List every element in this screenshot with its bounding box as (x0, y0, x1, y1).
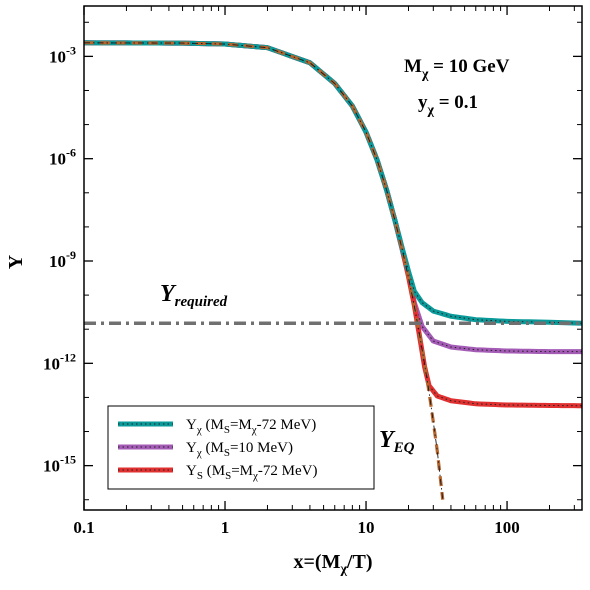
series-eq-overlay (83, 42, 444, 500)
legend-items: Yχ (MS=Mχ-72 MeV)Yχ (MS=10 MeV)YS (MS=Mχ… (118, 417, 317, 482)
legend-main: Y (186, 440, 197, 456)
y-tick-exp: -12 (60, 350, 76, 364)
y-axis-label: Y (5, 254, 27, 269)
y-tick-label: 10-15 (43, 453, 76, 476)
legend-sub: S (224, 447, 230, 459)
legend-sub: S (197, 470, 203, 482)
y-tick-base: 10 (49, 47, 66, 66)
y-tick-base: 10 (43, 457, 60, 476)
y-required-sub: required (175, 294, 228, 310)
y-required-annotation: Yrequired (160, 281, 228, 310)
y-tick-exp: -15 (60, 453, 76, 467)
legend-sub: S (224, 424, 230, 436)
plot-frame (83, 5, 583, 511)
legend-sub: χ (251, 424, 257, 436)
coupling-annotation-tail: = 0.1 (434, 92, 478, 113)
legend: Yχ (MS=Mχ-72 MeV)Yχ (MS=10 MeV)YS (MS=Mχ… (107, 405, 375, 490)
legend-sub: χ (196, 424, 202, 436)
x-tick-label: 0.1 (73, 518, 94, 537)
coupling-annotation-sub: χ (427, 103, 435, 118)
y-tick-base: 10 (49, 252, 66, 271)
legend-sub: S (225, 470, 231, 482)
legend-tail: =10 MeV) (230, 440, 293, 456)
y-tick-base: 10 (43, 354, 60, 373)
legend-mid: (M (202, 440, 224, 456)
legend-end: -72 MeV) (258, 463, 318, 479)
x-axis-label-sub: χ (339, 562, 347, 577)
x-axis-label: x=(Mχ/T) (294, 551, 373, 577)
series-layer (83, 40, 583, 500)
x-tick-label: 10 (358, 518, 375, 537)
legend-sub: χ (196, 447, 202, 459)
mass-annotation: Mχ = 10 GeV (404, 56, 510, 82)
y-tick-exp: -6 (66, 146, 76, 160)
y-tick-exp: -9 (66, 248, 76, 262)
y-required-main: Y (160, 281, 177, 307)
mass-annotation-tail: = 10 GeV (428, 56, 509, 77)
legend-main: Y (186, 417, 197, 433)
coupling-annotation-main: y (418, 92, 428, 113)
y-eq-main: Y (379, 427, 396, 453)
legend-label-2: YS (MS=Mχ-72 MeV) (186, 463, 317, 482)
y-tick-base: 10 (49, 150, 66, 169)
x-tick-label: 1 (221, 518, 230, 537)
legend-tail: =M (230, 417, 252, 433)
legend-end: -72 MeV) (257, 417, 317, 433)
legend-mid: (M (203, 463, 225, 479)
x-axis-label-main: x=(M (294, 551, 341, 573)
legend-tail: =M (231, 463, 253, 479)
y-tick-label: 10-6 (49, 146, 76, 169)
legend-main: Y (186, 463, 197, 479)
x-tick-label: 100 (494, 518, 520, 537)
mass-annotation-main: M (404, 56, 422, 77)
legend-label-1: Yχ (MS=10 MeV) (186, 440, 293, 459)
y-tick-exp: -3 (66, 43, 76, 57)
mass-annotation-sub: χ (421, 67, 429, 82)
y-tick-label: 10-3 (49, 43, 76, 66)
legend-mid: (M (202, 417, 224, 433)
legend-label-0: Yχ (MS=Mχ-72 MeV) (186, 417, 316, 436)
y-tick-label: 10-9 (49, 248, 76, 271)
legend-sub: χ (252, 470, 258, 482)
x-axis-label-tail: /T) (346, 551, 373, 573)
coupling-annotation: yχ = 0.1 (418, 92, 478, 118)
y-eq-annotation: YEQ (379, 427, 415, 456)
y-tick-label: 10-12 (43, 350, 76, 373)
y-eq-sub: EQ (393, 440, 415, 456)
